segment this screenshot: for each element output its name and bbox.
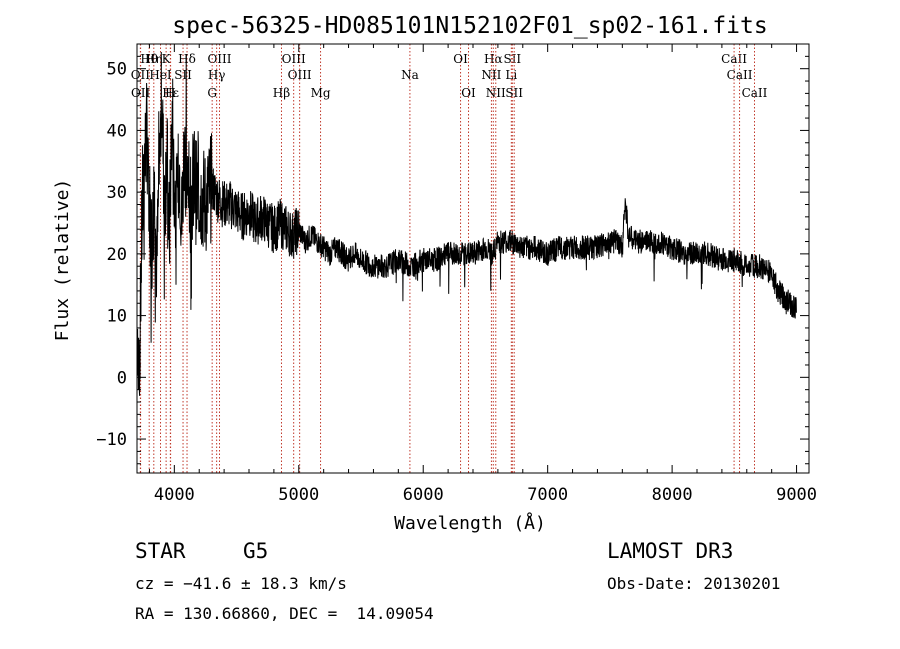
emission-line-label: Hη <box>145 52 163 66</box>
emission-line-label: Hδ <box>178 52 196 66</box>
x-axis-label: Wavelength (Å) <box>394 512 546 534</box>
emission-line-label: NII <box>481 68 501 82</box>
object-type: STAR <box>135 539 186 563</box>
emission-line-label: OI <box>453 52 468 66</box>
emission-line-label: K <box>162 52 172 66</box>
emission-line-label: Na <box>401 68 419 82</box>
emission-line-label: OIII <box>207 52 231 66</box>
chart-title: spec-56325-HD085101N152102F01_sp02-161.f… <box>172 13 767 39</box>
x-tick-label: 9000 <box>776 485 817 505</box>
obs-date: Obs-Date: 20130201 <box>607 574 781 593</box>
y-tick-label: 30 <box>107 183 127 203</box>
x-tick-label: 8000 <box>652 485 693 505</box>
emission-line-label: CaII <box>742 86 768 100</box>
emission-line-label: Hγ <box>208 68 226 82</box>
y-tick-label: −10 <box>96 430 127 450</box>
emission-line-label: SII <box>505 86 523 100</box>
emission-line-label: G <box>207 86 217 100</box>
y-tick-label: 0 <box>117 368 127 388</box>
survey-name: LAMOST DR3 <box>607 539 734 563</box>
y-tick-label: 40 <box>107 121 127 141</box>
y-tick-label: 10 <box>107 307 127 327</box>
coordinates-text: RA = 130.66860, DEC = 14.09054 <box>135 604 434 623</box>
axes-layer: 4000 5000 6000 7000 8000 9000 −10 0 10 20 30 40 50 <box>96 44 817 505</box>
x-tick-label: 4000 <box>154 485 195 505</box>
emission-line-label: Li <box>505 68 517 82</box>
emission-line-label: CaII <box>727 68 753 82</box>
emission-line-label: CaII <box>721 52 747 66</box>
x-tick-label: 6000 <box>403 485 444 505</box>
x-tick-label: 7000 <box>527 485 568 505</box>
emission-line-label: H <box>165 86 175 100</box>
x-tick-label: 5000 <box>278 485 319 505</box>
emission-line-label: OI <box>461 86 476 100</box>
y-tick-label: 20 <box>107 245 127 265</box>
spectrum-layer <box>137 51 797 396</box>
emission-line-label: SII <box>503 52 521 66</box>
emission-line-label: SII <box>174 68 192 82</box>
y-tick-label: 50 <box>107 60 127 80</box>
emission-line-label: OIII <box>282 52 306 66</box>
y-axis-label: Flux (relative) <box>52 179 73 342</box>
emission-line-label: OIII <box>288 68 312 82</box>
emission-line-label: Hα <box>484 52 503 66</box>
spectrum-line <box>137 51 797 396</box>
emission-line-label: Hβ <box>273 86 290 100</box>
emission-line-label: HeI <box>149 68 172 82</box>
emission-line-label: Mg <box>311 86 331 100</box>
emission-line-label: OII <box>131 68 151 82</box>
redshift-text: cz = −41.6 ± 18.3 km/s <box>135 574 347 593</box>
spectral-subclass: G5 <box>243 539 269 563</box>
emission-line-label: NII <box>486 86 506 100</box>
